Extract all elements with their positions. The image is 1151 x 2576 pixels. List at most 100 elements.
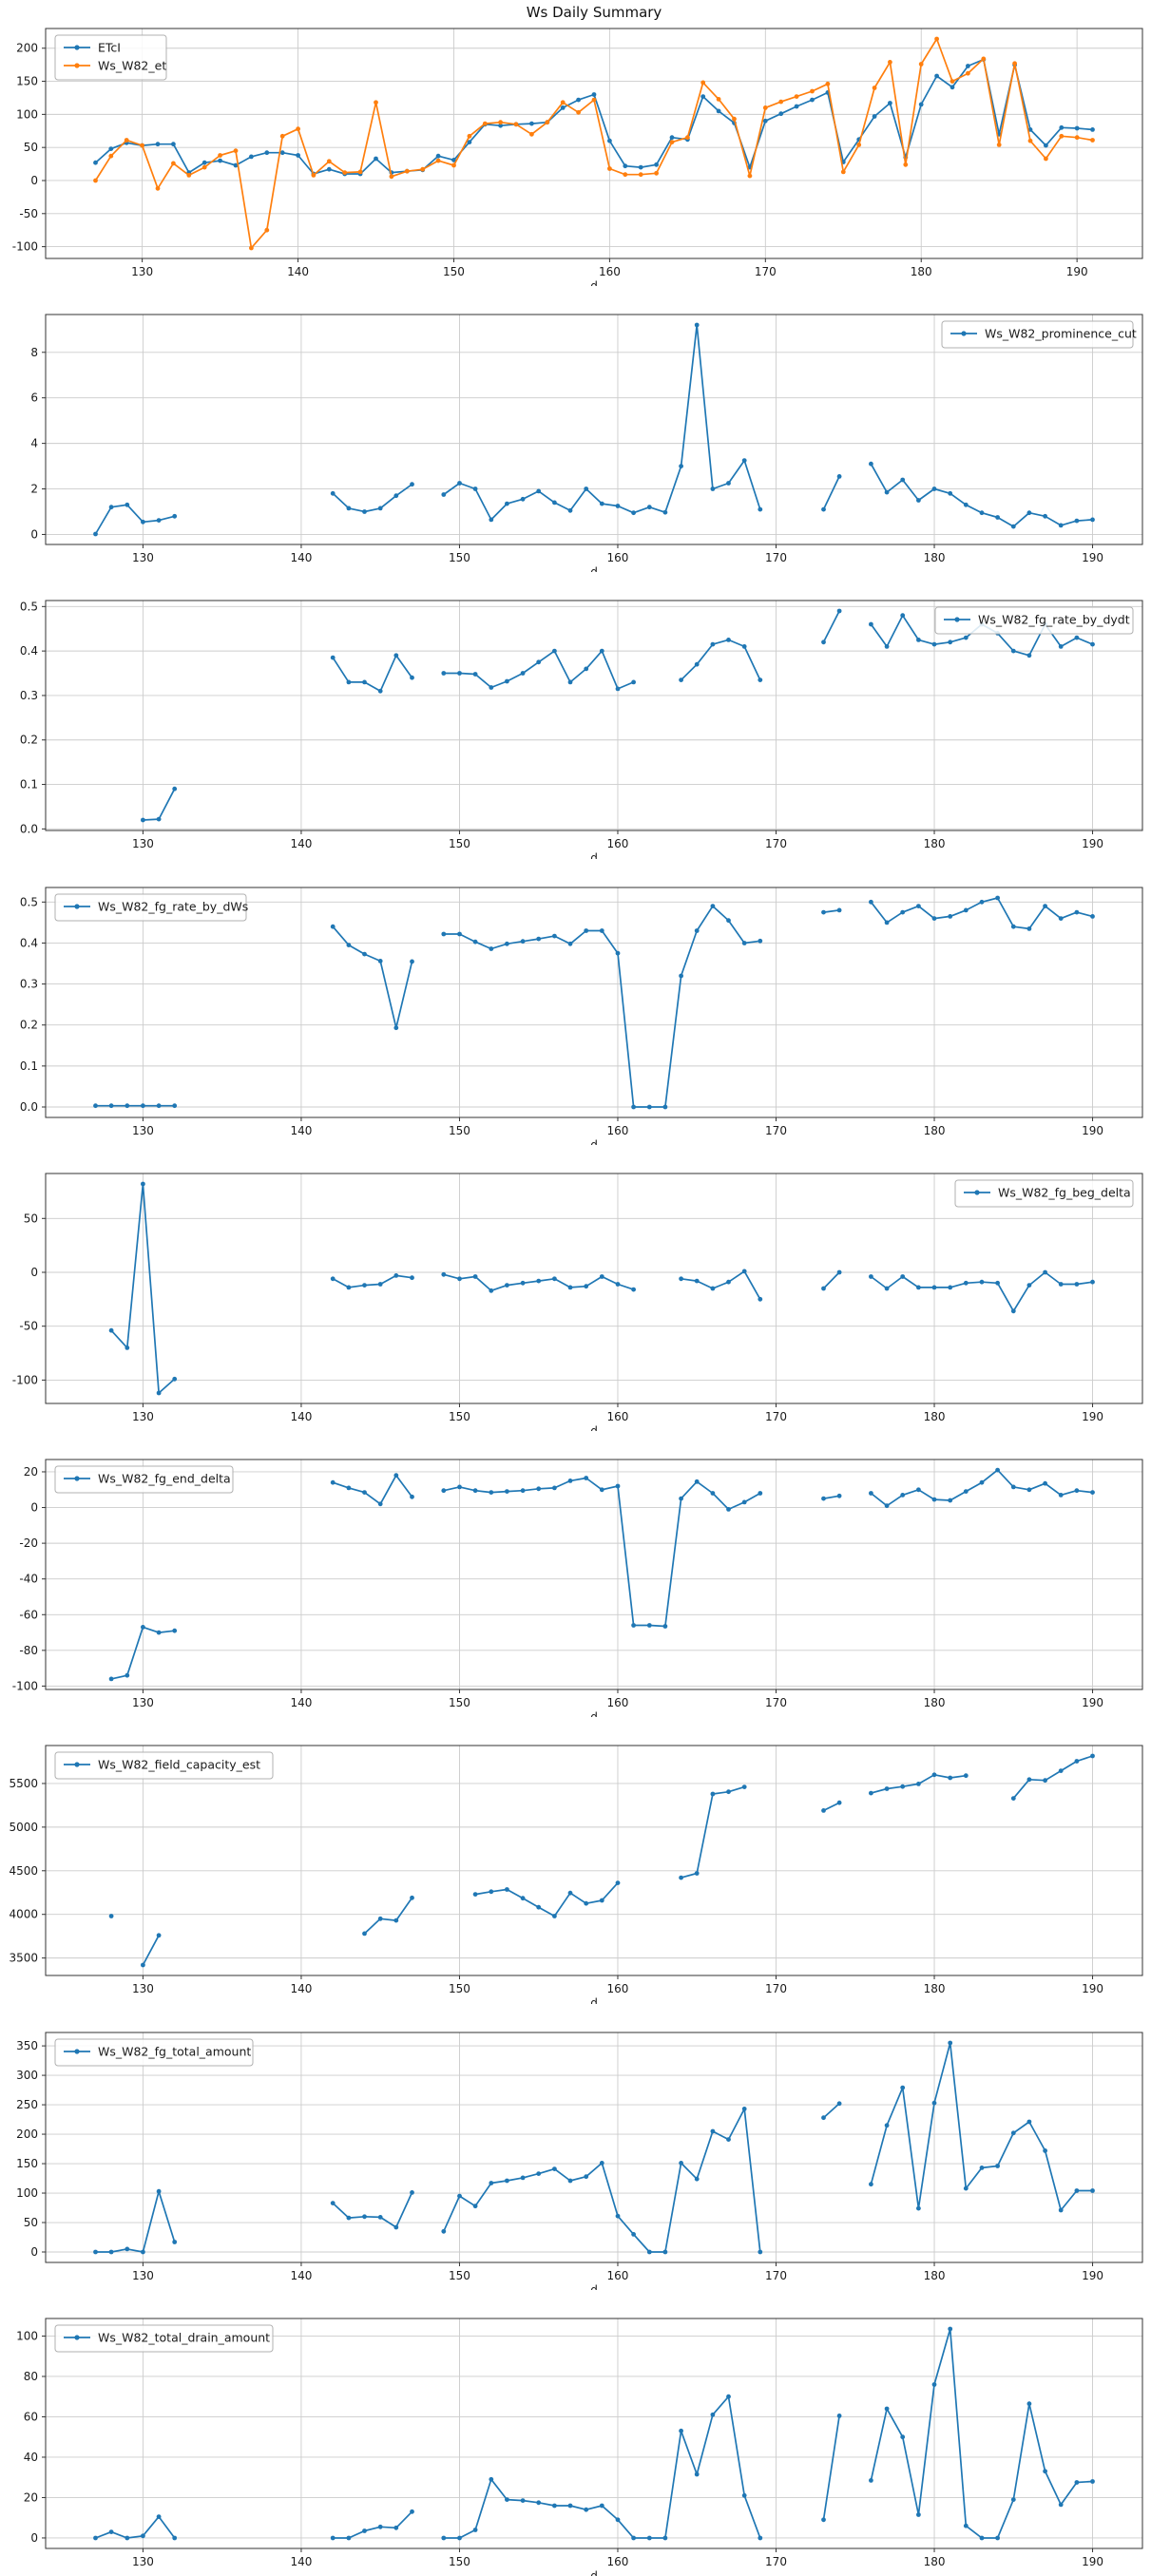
data-point [794,94,799,99]
legend: Ws_W82_fg_rate_by_dydt [934,606,1134,635]
data-point [125,502,130,507]
y-tick-label: 200 [16,42,38,55]
data-point [963,635,969,640]
y-tick-label: 0 [30,1501,38,1515]
data-point [900,1493,906,1498]
data-point [393,653,399,658]
legend: ETcI Ws_W82_et [54,34,167,81]
data-point [584,2507,589,2512]
data-point [505,1489,509,1494]
data-point [950,85,955,90]
x-tick-label: 180 [924,1696,946,1709]
x-tick-label: 130 [132,1982,154,1995]
data-point [950,79,955,84]
y-tick-label: 5500 [9,1777,38,1790]
data-point [141,1625,145,1630]
x-tick-label: 150 [449,2555,470,2568]
data-point [948,1498,953,1503]
data-point [377,1916,383,1921]
axes-border [45,1745,1143,1976]
data-point [410,1275,414,1281]
data-point [410,1895,414,1900]
data-point [536,1278,542,1284]
data-point [931,1497,937,1502]
data-point [615,1282,621,1287]
data-point [520,1488,526,1494]
data-point [810,88,815,94]
data-point [1058,2207,1064,2213]
data-point [995,1467,1000,1473]
data-point [741,941,747,945]
data-point [900,477,906,483]
data-point [995,2535,1000,2541]
data-point [393,1918,399,1923]
data-point [615,504,621,508]
data-point [529,131,534,137]
data-point [584,1900,589,1906]
legend: Ws_W82_prominence_cut [941,320,1137,349]
x-tick-label: 140 [290,837,312,850]
x-tick-label: 180 [924,1982,946,1995]
data-point [869,2182,873,2187]
data-point [884,2123,890,2128]
data-point [778,111,784,117]
x-tick-label: 130 [132,1410,154,1423]
data-point [186,173,192,178]
legend: Ws_W82_fg_rate_by_dWs [54,893,248,922]
data-point [685,135,690,141]
data-point [93,531,98,537]
data-point [1090,138,1095,143]
data-point [330,2201,336,2205]
x-tick-label: 160 [607,551,629,564]
data-point [1026,926,1032,931]
data-point [966,70,970,76]
data-point [489,685,494,690]
data-point [489,1889,494,1895]
data-point [836,608,842,614]
x-tick-label: 130 [131,265,153,278]
data-point [457,931,462,937]
data-point [758,506,763,512]
y-tick-label: 300 [16,2069,38,2082]
x-tick-label: 180 [924,1124,946,1137]
data-point [420,166,426,172]
data-point [995,2164,1000,2168]
data-point [623,172,628,178]
x-tick-label: 180 [924,1410,946,1423]
y-tick-label: 0.1 [20,1059,38,1073]
data-point [472,1274,478,1279]
data-point [884,644,890,649]
data-point [93,160,98,165]
x-tick-label: 180 [924,837,946,850]
data-point [108,2529,114,2534]
data-point [963,2185,969,2191]
x-tick-label: 180 [924,551,946,564]
y-tick-label: 100 [16,107,38,121]
figure-title: Ws Daily Summary [526,4,662,21]
data-point [435,153,441,159]
data-point [694,661,700,667]
data-point [599,1898,604,1903]
data-point [1043,513,1047,519]
data-point [948,2040,953,2046]
data-point [762,118,768,124]
data-point [615,2517,621,2523]
data-point [615,2213,621,2219]
data-point [700,80,706,86]
data-point [1043,1480,1047,1486]
data-point [599,928,604,933]
data-point [931,2100,937,2106]
data-point [346,679,352,685]
data-point [884,920,890,925]
series-Ws_W82_et [93,36,1095,251]
data-point [1074,1488,1080,1494]
x-tick-label: 140 [290,1410,312,1423]
data-point [125,2535,130,2541]
data-point [726,638,731,642]
data-point [140,143,145,148]
data-point [948,1285,953,1290]
data-point [758,1491,763,1496]
x-tick-label: 180 [911,265,932,278]
data-point [1058,2502,1064,2508]
data-point [489,946,494,951]
